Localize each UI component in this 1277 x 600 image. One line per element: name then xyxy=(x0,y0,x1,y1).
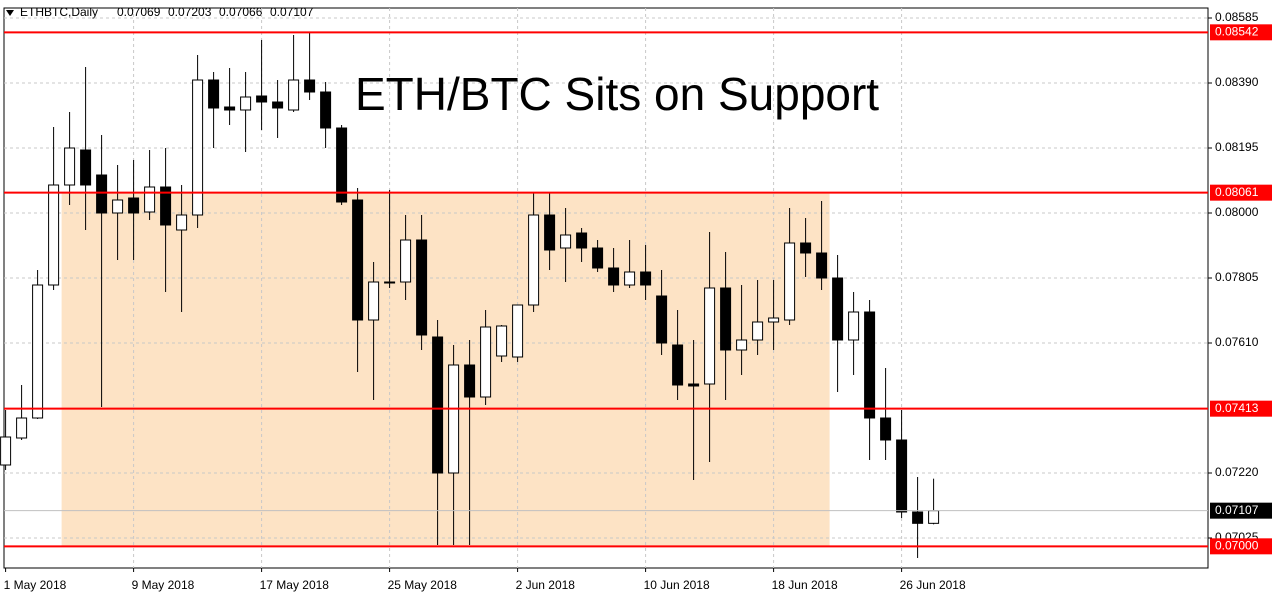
y-tick-label: 0.08195 xyxy=(1215,140,1259,154)
candle-body xyxy=(0,436,12,466)
candle-body xyxy=(192,79,204,216)
candle-body xyxy=(656,295,668,344)
menu-arrow xyxy=(6,10,14,16)
candle-body xyxy=(368,281,380,321)
symbol: ETHBTC,Daily xyxy=(20,5,98,19)
candle-body xyxy=(416,239,428,336)
candle-body xyxy=(496,325,508,357)
candle-body xyxy=(560,234,572,249)
candle-body xyxy=(48,184,60,286)
candle-body xyxy=(464,364,476,398)
candle-body xyxy=(624,271,636,286)
header-close: 0.07107 xyxy=(270,5,314,19)
candle-body xyxy=(240,96,252,111)
candle-body xyxy=(640,271,652,286)
candle-body xyxy=(704,287,716,385)
level-label: 0.07000 xyxy=(1215,539,1259,553)
level-box xyxy=(1210,24,1272,41)
candle-body xyxy=(288,79,300,111)
y-tick-label: 0.08000 xyxy=(1215,205,1259,219)
x-tick-label: 18 Jun 2018 xyxy=(772,578,838,592)
candle-body xyxy=(64,147,76,186)
candle-body xyxy=(592,247,604,269)
x-tick-label: 25 May 2018 xyxy=(388,578,458,592)
candle-body xyxy=(432,336,444,474)
header-low: 0.07066 xyxy=(219,5,263,19)
header-open: 0.07069 xyxy=(117,5,161,19)
candle-body xyxy=(864,311,876,419)
y-tick-label: 0.08390 xyxy=(1215,75,1259,89)
candle-body xyxy=(480,326,492,398)
level-box xyxy=(1210,538,1272,555)
level-box xyxy=(1210,400,1272,417)
y-tick-label: 0.08585 xyxy=(1215,10,1259,24)
level-label: 0.07413 xyxy=(1215,401,1259,415)
candle-body xyxy=(352,199,364,321)
candle-body xyxy=(256,95,268,103)
candle-body xyxy=(800,242,812,254)
plot-frame xyxy=(3,7,1209,569)
candle-body xyxy=(32,284,44,419)
level-label: 0.08542 xyxy=(1215,25,1259,39)
candle-body xyxy=(272,101,284,109)
x-tick-label: 10 Jun 2018 xyxy=(644,578,710,592)
candle-body xyxy=(720,287,732,351)
candle-body xyxy=(528,214,540,306)
y-tick-label: 0.07610 xyxy=(1215,335,1259,349)
candle-body xyxy=(912,511,924,524)
level-box xyxy=(1210,184,1272,201)
candle-body xyxy=(512,304,524,358)
candle-body xyxy=(224,106,236,111)
candle-body xyxy=(128,197,140,214)
candle-body xyxy=(320,91,332,129)
y-tick-label: 0.07805 xyxy=(1215,270,1259,284)
candle-body xyxy=(160,186,172,226)
x-tick-label: 2 Jun 2018 xyxy=(516,578,576,592)
candle-body xyxy=(144,186,156,213)
candle-body xyxy=(736,339,748,351)
candle-body xyxy=(784,242,796,321)
header-high: 0.07203 xyxy=(168,5,212,19)
last-price-box xyxy=(1210,502,1272,519)
candle-body xyxy=(832,277,844,341)
x-tick-label: 1 May 2018 xyxy=(4,578,67,592)
x-tick-label: 26 Jun 2018 xyxy=(900,578,966,592)
level-label: 0.08061 xyxy=(1215,185,1259,199)
candle-body xyxy=(336,127,348,203)
candle-body xyxy=(848,311,860,341)
candle-body xyxy=(96,174,108,214)
candle-body xyxy=(304,79,316,93)
last-price-label: 0.07107 xyxy=(1215,503,1259,517)
candle-body xyxy=(16,417,28,439)
candle-body xyxy=(688,383,700,387)
candle-body xyxy=(768,317,780,323)
candle-body xyxy=(400,239,412,283)
candle-body xyxy=(544,214,556,251)
x-tick-label: 9 May 2018 xyxy=(132,578,195,592)
candle-body xyxy=(752,321,764,341)
candle-body xyxy=(896,439,908,513)
candle-body xyxy=(112,199,124,214)
candle-body xyxy=(80,149,92,186)
candle-body xyxy=(576,232,588,249)
x-tick-label: 17 May 2018 xyxy=(260,578,330,592)
candle-body xyxy=(384,281,396,284)
annotation: ETH/BTC Sits on Support xyxy=(355,68,879,120)
candle-body xyxy=(448,364,460,474)
candle-body xyxy=(816,252,828,279)
candle-body xyxy=(608,267,620,286)
candle-body xyxy=(880,417,892,441)
candle-body xyxy=(176,214,188,231)
candle-body xyxy=(928,510,940,524)
y-tick-label: 0.07220 xyxy=(1215,465,1259,479)
candle-body xyxy=(208,79,220,109)
candle-body xyxy=(672,344,684,386)
support-zone xyxy=(61,192,830,547)
